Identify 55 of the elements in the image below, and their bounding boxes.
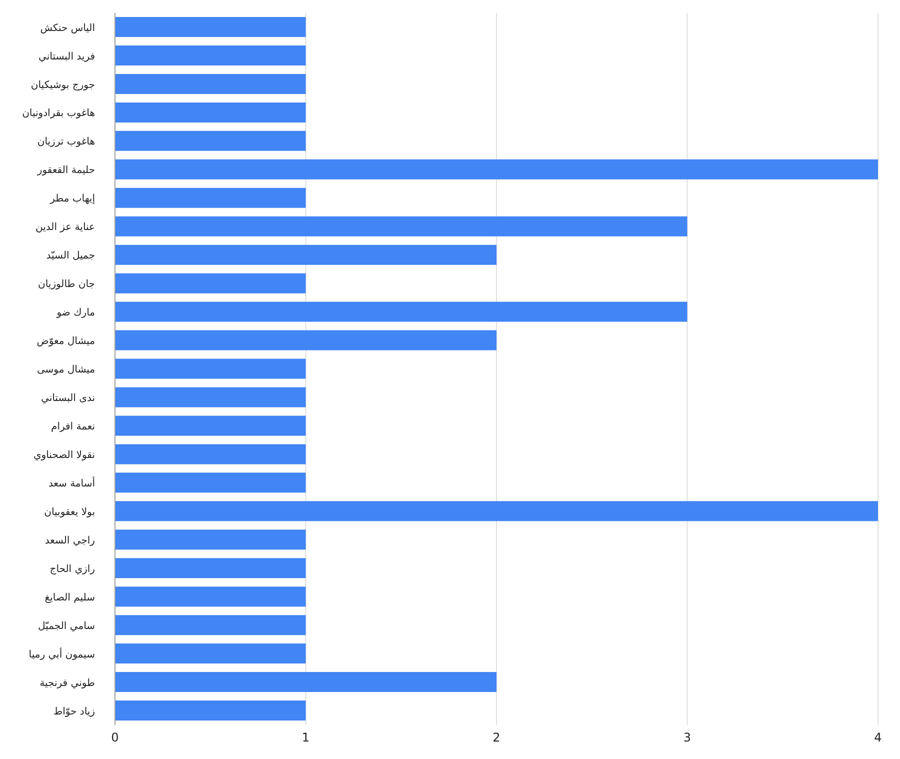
y-tick-label: مارك ضو	[56, 308, 95, 319]
bar	[115, 644, 306, 664]
y-tick-label: رازي الحاج	[50, 564, 96, 575]
x-tick-label: 3	[683, 730, 692, 745]
bar	[115, 17, 306, 37]
y-tick-label: سيمون أبي رميا	[28, 647, 95, 660]
y-tick-label: ميشال معوّض	[36, 336, 95, 348]
bar	[115, 188, 306, 208]
bar	[115, 586, 306, 607]
bar	[115, 130, 306, 151]
bar	[115, 530, 306, 550]
bar	[115, 330, 496, 350]
y-tick-label: بولا يعقوبيان	[44, 506, 95, 518]
y-tick-label: هاغوب بقرادونيان	[22, 108, 95, 120]
bar	[115, 672, 496, 692]
y-tick-label: طوني فرنجية	[40, 678, 96, 689]
x-tick-label: 2	[492, 730, 500, 745]
bar	[115, 102, 306, 122]
bar	[115, 501, 878, 522]
x-tick-label: 1	[302, 730, 310, 745]
bar	[115, 615, 306, 636]
y-tick-label: ندى البستاني	[41, 393, 95, 404]
bar	[115, 45, 306, 66]
y-tick-label: عناية عز الدين	[36, 222, 95, 234]
bar	[115, 558, 306, 578]
y-tick-label: هاغوب ترزيان	[37, 136, 95, 148]
y-tick-label: زياد حوّاط	[53, 706, 96, 718]
y-tick-label: جورج بوشيكيان	[30, 80, 95, 91]
x-tick-label: 0	[111, 730, 119, 745]
y-tick-label: الياس حنكش	[40, 22, 95, 34]
bar	[115, 302, 688, 322]
y-tick-label: راجي السعد	[44, 535, 96, 546]
y-tick-label: فريد البستاني	[38, 51, 96, 62]
y-tick-label: جميل السيّد	[46, 250, 95, 262]
bar	[115, 273, 306, 294]
bar	[115, 74, 306, 94]
y-tick-label: نقولا الصحناوي	[33, 450, 95, 461]
bar	[115, 216, 688, 236]
y-tick-label: جان طالوزيان	[38, 279, 95, 290]
bar	[115, 358, 306, 379]
bar	[115, 444, 306, 464]
y-tick-label: حليمة القعقور	[36, 165, 95, 176]
y-tick-label: سليم الصايغ	[44, 592, 95, 604]
y-tick-label: أسامة سعد	[48, 476, 96, 490]
y-tick-label: إيهاب مطر	[49, 194, 96, 205]
bar	[115, 387, 306, 408]
x-tick-label: 4	[874, 730, 882, 745]
bar	[115, 159, 878, 180]
bar	[115, 244, 496, 265]
bar	[115, 472, 306, 493]
y-tick-label: سامي الجميّل	[38, 620, 95, 632]
bar	[115, 700, 306, 721]
y-tick-label: ميشال موسى	[36, 364, 95, 376]
y-tick-label: نعمة افرام	[51, 422, 95, 433]
bar	[115, 416, 306, 436]
